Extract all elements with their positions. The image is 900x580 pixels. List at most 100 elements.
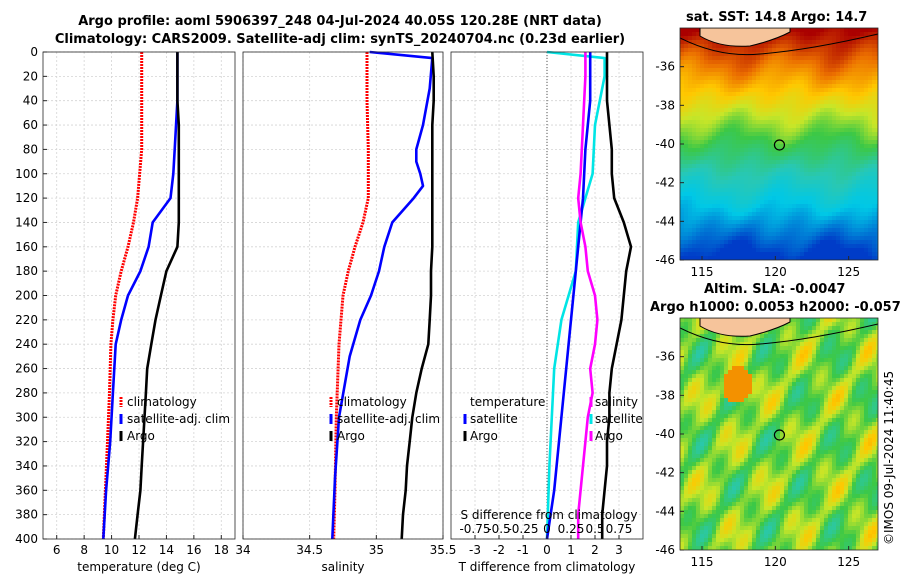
legend-label: climatology	[337, 395, 407, 409]
x-axis-label: salinity	[321, 560, 364, 574]
series-s-satellite	[545, 52, 592, 540]
y-tick-label: 20	[23, 69, 38, 83]
imos-timestamp: ©IMOS 09-Jul-2024 11:40:45	[882, 370, 896, 545]
s-tick-label: -0.5	[487, 522, 510, 536]
map-sst-map: 115 120 125 -36 -38 -40 -42 -44 -46	[655, 27, 879, 279]
map-field	[680, 28, 878, 260]
legend-label: salinity	[595, 395, 638, 409]
argo-position-marker	[773, 429, 786, 441]
x-tick-label: 14	[159, 543, 174, 557]
map-field	[680, 318, 878, 550]
series-s-argo	[576, 52, 599, 539]
map-sla-map: 115 120 125 -36 -38 -40 -42 -44 -46	[655, 317, 879, 569]
legend-label: satellite-adj. clim	[337, 412, 440, 426]
x-tick-label: 2	[591, 543, 599, 557]
isobath-line	[680, 323, 878, 346]
y-tick-label: 0	[30, 45, 38, 59]
y-tick-label: 40	[23, 94, 38, 108]
s-tick-label: -0.75	[459, 522, 490, 536]
x-tick-label: 120	[764, 555, 787, 569]
x-tick-label: 12	[131, 543, 146, 557]
y-tick-label: -42	[655, 466, 675, 480]
y-tick-label: -36	[655, 60, 675, 74]
y-tick-label: 180	[15, 264, 38, 278]
y-tick-label: 200	[15, 289, 38, 303]
y-tick-label: 340	[15, 459, 38, 473]
figure-title-line1: Argo profile: aoml 5906397_248 04-Jul-20…	[78, 14, 602, 29]
y-tick-label: 240	[15, 337, 38, 351]
y-tick-label: 260	[15, 362, 38, 376]
s-tick-label: 0.5	[585, 522, 604, 536]
y-tick-label: 280	[15, 386, 38, 400]
sla-map-title-line1: Altim. SLA: -0.0047	[704, 282, 846, 297]
x-tick-label: 18	[214, 543, 229, 557]
legend-label: climatology	[127, 395, 197, 409]
y-tick-label: 80	[23, 142, 38, 156]
y-tick-label: 160	[15, 240, 38, 254]
legend-label: satellite	[470, 412, 518, 426]
x-tick-label: 125	[837, 555, 860, 569]
y-tick-label: 220	[15, 313, 38, 327]
panel-difference: -3 -2 -1 0 1 2 3 -0.75-0.5-0.25 0 0.25 0.5 0.75S di…	[450, 50, 644, 574]
x-tick-label: 34.5	[296, 543, 323, 557]
y-tick-label: -36	[655, 350, 675, 364]
axes-frame	[242, 51, 444, 540]
series-argo	[400, 51, 436, 540]
y-tick-label: 400	[15, 532, 38, 546]
sst-map-title: sat. SST: 14.8 Argo: 14.7	[686, 10, 868, 25]
legend-label: Argo	[470, 429, 498, 443]
x-tick-label: 35	[369, 543, 384, 557]
y-tick-label: -46	[655, 253, 675, 267]
legend-label: temperature	[470, 395, 545, 409]
y-tick-label: -38	[655, 388, 675, 402]
x-tick-label: 3	[615, 543, 623, 557]
y-tick-label: -44	[655, 214, 675, 228]
x-tick-label: 120	[764, 265, 787, 279]
s-tick-label: 0.25	[558, 522, 585, 536]
x-tick-label: 115	[691, 265, 714, 279]
series-argo	[133, 52, 181, 540]
isobath-line	[680, 33, 878, 56]
series-satellite-adj-clim	[102, 52, 179, 540]
series-climatology	[101, 52, 144, 540]
x-tick-label: 35.5	[430, 543, 457, 557]
y-tick-label: 60	[23, 118, 38, 132]
sla-map-title-line2: Argo h1000: 0.0053 h2000: -0.057	[650, 300, 900, 315]
legend-label: satellite-adj. clim	[127, 412, 230, 426]
x-tick-label: 125	[837, 265, 860, 279]
x-tick-label: 6	[53, 543, 61, 557]
land-mass	[699, 318, 791, 337]
figure-title-line2: Climatology: CARS2009. Satellite-adj cli…	[54, 32, 626, 47]
y-tick-label: -42	[655, 176, 675, 190]
y-tick-label: -46	[655, 543, 675, 557]
x-tick-label: 1	[567, 543, 575, 557]
y-tick-label: 320	[15, 435, 38, 449]
y-tick-label: 360	[15, 483, 38, 497]
s-tick-label: -0.25	[507, 522, 538, 536]
panel-salinity: 34 34.5 35 35.5 salinity climatology satellite…	[235, 50, 457, 574]
x-axis-label: T difference from climatology	[458, 560, 636, 574]
x-axis-label: temperature (deg C)	[77, 560, 200, 574]
y-tick-label: 380	[15, 508, 38, 522]
y-tick-label: -40	[655, 137, 675, 151]
y-tick-label: -40	[655, 427, 675, 441]
x-tick-label: 34	[235, 543, 250, 557]
x-tick-label: -2	[493, 543, 505, 557]
argo-position-marker	[773, 139, 786, 151]
panel-temperature: 6 8 10 12 14 16 18 temperature (deg C) 0 20 40 60 80…	[15, 45, 236, 574]
x-tick-label: 8	[80, 543, 88, 557]
legend-label: Argo	[337, 429, 365, 443]
y-tick-label: 120	[15, 191, 38, 205]
legend-label: Argo	[127, 429, 155, 443]
y-tick-label: 100	[15, 167, 38, 181]
s-tick-label: 0.75	[606, 522, 633, 536]
x-tick-label: 0	[543, 543, 551, 557]
x-tick-label: -3	[469, 543, 481, 557]
series-climatology	[332, 52, 370, 540]
x-tick-label: 16	[186, 543, 201, 557]
x-tick-label: -1	[517, 543, 529, 557]
y-tick-label: -38	[655, 98, 675, 112]
y-tick-label: -44	[655, 504, 675, 518]
s-tick-label: 0	[543, 522, 551, 536]
